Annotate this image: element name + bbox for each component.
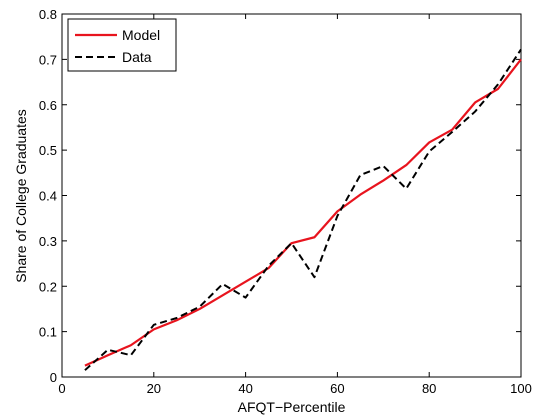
series-layer [84, 48, 522, 371]
x-tick-label: 20 [147, 381, 161, 396]
x-tick-label: 80 [422, 381, 436, 396]
x-tick-label: 0 [58, 381, 65, 396]
series-line-data [84, 48, 522, 371]
legend-label-data: Data [122, 49, 152, 65]
x-tick-label: 100 [510, 381, 532, 396]
y-tick-label: 0.1 [39, 325, 57, 340]
x-tick-label: 60 [330, 381, 344, 396]
x-axis-ticks: 0 20 40 60 80 100 [58, 14, 532, 396]
y-tick-label: 0.3 [39, 234, 57, 249]
x-tick-label: 40 [238, 381, 252, 396]
y-tick-label: 0.4 [39, 189, 57, 204]
y-axis-label: Share of College Graduates [13, 109, 29, 283]
legend-box [67, 18, 177, 72]
y-tick-label: 0 [50, 370, 57, 385]
y-tick-label: 0.5 [39, 143, 57, 158]
y-axis-ticks: 0 0.1 0.2 0.3 0.4 0.5 0.6 0.7 0.8 [39, 7, 521, 385]
series-line-model [84, 58, 522, 367]
y-tick-label: 0.8 [39, 7, 57, 22]
x-axis-label: AFQT−Percentile [238, 399, 346, 415]
y-tick-label: 0.2 [39, 279, 57, 294]
legend: Model Data [67, 18, 177, 72]
plot-frame [61, 13, 522, 378]
legend-label-model: Model [122, 27, 160, 43]
y-tick-label: 0.6 [39, 98, 57, 113]
y-tick-label: 0.7 [39, 52, 57, 67]
